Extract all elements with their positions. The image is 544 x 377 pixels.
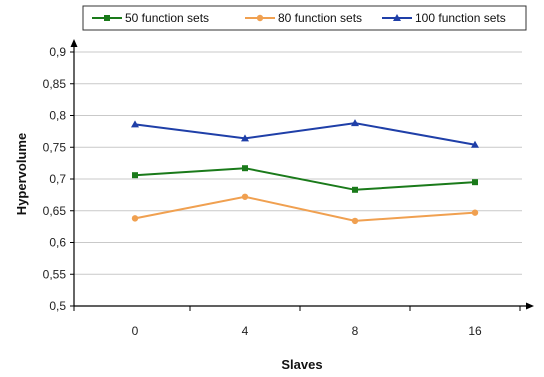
x-axis-arrow [526, 302, 534, 310]
x-tick-label: 4 [242, 324, 249, 338]
axes [70, 39, 534, 310]
y-tick-label: 0,75 [43, 140, 67, 154]
series-line [134, 122, 476, 146]
legend-marker [256, 14, 264, 22]
y-tick-label: 0,9 [49, 45, 66, 59]
legend-marker [104, 15, 110, 21]
series-1 [131, 193, 479, 225]
legend: 50 function sets 80 function sets 100 func… [82, 5, 527, 31]
x-tick-labels: 0 4 8 16 [132, 324, 482, 338]
series-group [131, 119, 479, 225]
x-tick-label: 0 [132, 324, 139, 338]
gridlines [70, 51, 522, 311]
y-axis-title: Hypervolume [14, 133, 29, 215]
data-point [472, 179, 478, 186]
series-line [134, 195, 476, 222]
y-tick-label: 0,7 [49, 172, 66, 186]
y-tick-label: 0,85 [43, 77, 67, 91]
y-tick-label: 0,6 [49, 236, 66, 250]
legend-label: 50 function sets [125, 11, 209, 25]
legend-box [82, 5, 527, 31]
series-2 [131, 119, 479, 148]
y-tick-label: 0,55 [43, 267, 67, 281]
y-axis-arrow [70, 39, 78, 47]
data-point [131, 215, 139, 222]
y-tick-label: 0,8 [49, 109, 66, 123]
data-point [241, 193, 249, 200]
legend-label: 100 function sets [415, 11, 506, 25]
legend-label: 80 function sets [278, 11, 362, 25]
series-line [134, 167, 476, 191]
x-tick-label: 8 [352, 324, 359, 338]
y-tick-label: 0,65 [43, 204, 67, 218]
legend-marker [393, 14, 401, 21]
data-point [471, 209, 479, 216]
y-tick-labels: 0,5 0,55 0,6 0,65 0,7 0,75 0,8 0,85 0,9 [43, 45, 67, 313]
data-point [351, 119, 359, 127]
data-point [242, 165, 248, 172]
data-point [131, 120, 139, 128]
data-point [132, 172, 138, 179]
y-tick-label: 0,5 [49, 299, 66, 313]
data-point [352, 186, 358, 193]
data-point [241, 134, 249, 142]
x-axis-title: Slaves [281, 357, 322, 372]
data-point [351, 217, 359, 225]
x-tick-label: 16 [468, 324, 482, 338]
data-point [471, 140, 479, 148]
series-0 [132, 165, 478, 193]
